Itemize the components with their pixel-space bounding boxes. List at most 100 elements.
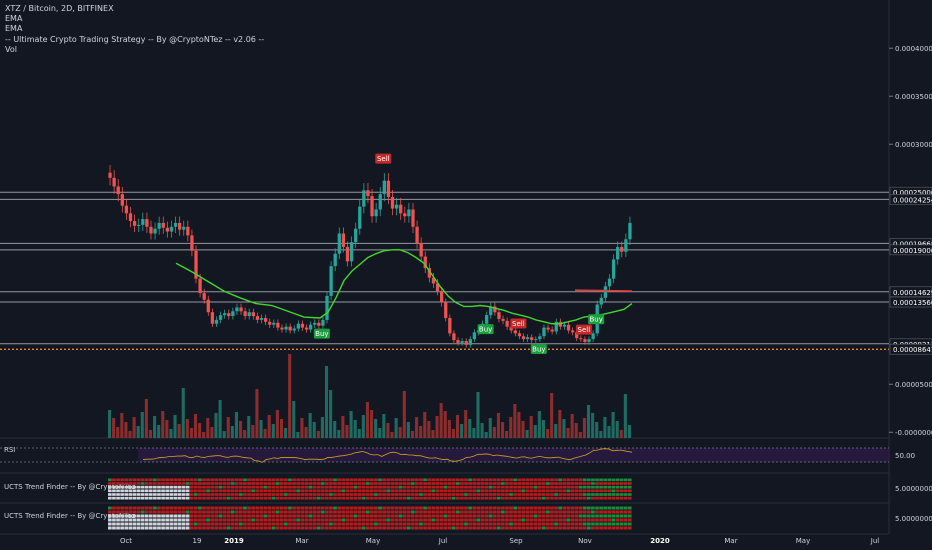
trend-finder-2-cell bbox=[509, 526, 513, 530]
trend-finder-1-cell bbox=[419, 478, 423, 482]
trend-finder-2-cell bbox=[586, 506, 591, 510]
trend-finder-1-cell bbox=[230, 478, 235, 482]
trend-finder-2-cell bbox=[431, 526, 436, 530]
trend-finder-1-cell bbox=[173, 485, 178, 489]
trend-finder-2-cell bbox=[157, 510, 161, 514]
trend-finder-2-cell bbox=[468, 514, 472, 518]
trend-finder-1-cell bbox=[345, 482, 350, 485]
trend-finder-2-cell bbox=[586, 510, 591, 514]
trend-finder-2-cell bbox=[505, 510, 509, 514]
trend-finder-2-cell bbox=[333, 526, 337, 530]
strategy-indicator-label[interactable]: -- Ultimate Crypto Trading Strategy -- B… bbox=[5, 34, 265, 44]
trend-finder-1-cell bbox=[529, 489, 534, 493]
trend-finder-2-cell bbox=[210, 518, 215, 522]
trend-finder-2-cell bbox=[599, 526, 603, 530]
trend-finder-1-cell bbox=[193, 485, 198, 489]
trend-finder-1-cell bbox=[341, 496, 346, 500]
trend-finder-2-cell bbox=[169, 506, 174, 510]
trend-finder-1-cell bbox=[361, 496, 366, 500]
trend-finder-1-cell bbox=[263, 489, 268, 493]
trend-finder-pane-title[interactable]: UCTS Trend Finder -- By @CryptoNTez bbox=[4, 483, 136, 491]
trend-finder-1-cell bbox=[157, 485, 161, 489]
trend-finder-1-cell bbox=[390, 489, 395, 493]
trend-finder-1-cell bbox=[627, 493, 632, 496]
candle-body bbox=[329, 266, 333, 296]
trend-finder-1-cell bbox=[586, 485, 591, 489]
candle-body bbox=[124, 205, 129, 214]
trend-finder-1-cell bbox=[627, 489, 632, 493]
trend-finder-2-cell bbox=[406, 506, 411, 510]
volume-bar bbox=[243, 430, 247, 438]
volume-bar bbox=[267, 415, 271, 438]
trend-finder-1-cell bbox=[341, 485, 346, 489]
ema-indicator-label[interactable]: EMA bbox=[5, 14, 23, 24]
trend-finder-1-cell bbox=[488, 485, 493, 489]
rsi-pane-title[interactable]: RSI bbox=[4, 446, 16, 454]
trend-finder-2-cell bbox=[120, 506, 124, 510]
trend-finder-2-cell bbox=[627, 518, 632, 522]
trend-finder-2-cell bbox=[570, 506, 575, 510]
trend-finder-1-cell bbox=[324, 478, 329, 482]
trend-finder-2-cell bbox=[341, 518, 346, 522]
trend-finder-2-cell bbox=[234, 514, 239, 518]
candle-body bbox=[444, 302, 448, 318]
trend-finder-1-cell bbox=[370, 489, 374, 493]
ema-indicator-label-2[interactable]: EMA bbox=[5, 24, 23, 34]
candle-body bbox=[223, 313, 227, 316]
trend-finder-1-cell bbox=[218, 485, 223, 489]
trend-finder-2-cell bbox=[312, 522, 317, 526]
trend-finder-2-cell bbox=[488, 518, 493, 522]
trend-finder-2-cell bbox=[259, 522, 264, 526]
trend-finder-2-cell bbox=[533, 510, 538, 514]
trend-finder-2-cell bbox=[324, 522, 329, 526]
trend-finder-2-cell bbox=[410, 526, 415, 530]
trend-finder-2-cell bbox=[460, 514, 464, 518]
trend-finder-2-cell bbox=[361, 526, 366, 530]
trend-finder-1-cell bbox=[460, 478, 464, 482]
trend-finder-2-cell bbox=[341, 510, 346, 514]
trend-finder-2-cell bbox=[353, 510, 358, 514]
trend-finder-1-cell bbox=[243, 489, 247, 493]
trend-finder-1-cell bbox=[406, 482, 411, 485]
trend-finder-1-cell bbox=[394, 496, 399, 500]
trend-finder-2-cell bbox=[222, 522, 227, 526]
trend-finder-1-cell bbox=[132, 493, 137, 496]
trend-finder-2-cell bbox=[476, 526, 481, 530]
trend-finder-1-cell bbox=[112, 478, 116, 482]
trend-finder-1-cell bbox=[394, 482, 399, 485]
trend-finder-1-cell bbox=[128, 478, 133, 482]
trend-finder-1-cell bbox=[206, 478, 210, 482]
trend-finder-1-cell bbox=[406, 489, 411, 493]
volume-indicator-label[interactable]: Vol bbox=[5, 44, 17, 54]
trend-finder-1-cell bbox=[333, 493, 337, 496]
trend-finder-pane-title-2[interactable]: UCTS Trend Finder -- By @CryptoNTez bbox=[4, 512, 136, 520]
trend-finder-2-cell bbox=[550, 514, 554, 518]
candle-body bbox=[587, 339, 591, 342]
trend-finder-1-cell bbox=[333, 478, 337, 482]
trend-finder-1-cell bbox=[189, 493, 194, 496]
trend-finder-1-cell bbox=[578, 482, 583, 485]
trend-finder-1-cell bbox=[275, 482, 280, 485]
trend-finder-2-cell bbox=[496, 526, 501, 530]
trend-finder-1-cell bbox=[460, 482, 464, 485]
candle-body bbox=[202, 293, 206, 300]
candle-body bbox=[517, 333, 522, 337]
candle-body bbox=[247, 312, 251, 317]
trend-finder-1-cell bbox=[271, 496, 276, 500]
trend-finder-2-cell bbox=[279, 522, 284, 526]
symbol-title[interactable]: XTZ / Bitcoin, 2D, BITFINEX bbox=[5, 4, 114, 13]
trend-finder-1-cell bbox=[574, 493, 579, 496]
trend-finder-1-cell bbox=[402, 493, 407, 496]
trend-finder-1-cell bbox=[488, 496, 493, 500]
trend-finder-1-cell bbox=[267, 496, 272, 500]
trend-finder-1-cell bbox=[108, 485, 112, 489]
price-level-label: 0.00019668 bbox=[893, 240, 932, 248]
trend-finder-1-cell bbox=[214, 478, 219, 482]
trend-finder-1-cell bbox=[365, 478, 370, 482]
candle-body bbox=[513, 330, 517, 334]
trend-finder-2-cell bbox=[529, 510, 534, 514]
trend-finder-2-cell bbox=[427, 510, 432, 514]
trend-finder-2-cell bbox=[390, 506, 395, 510]
trend-finder-1-cell bbox=[574, 482, 579, 485]
